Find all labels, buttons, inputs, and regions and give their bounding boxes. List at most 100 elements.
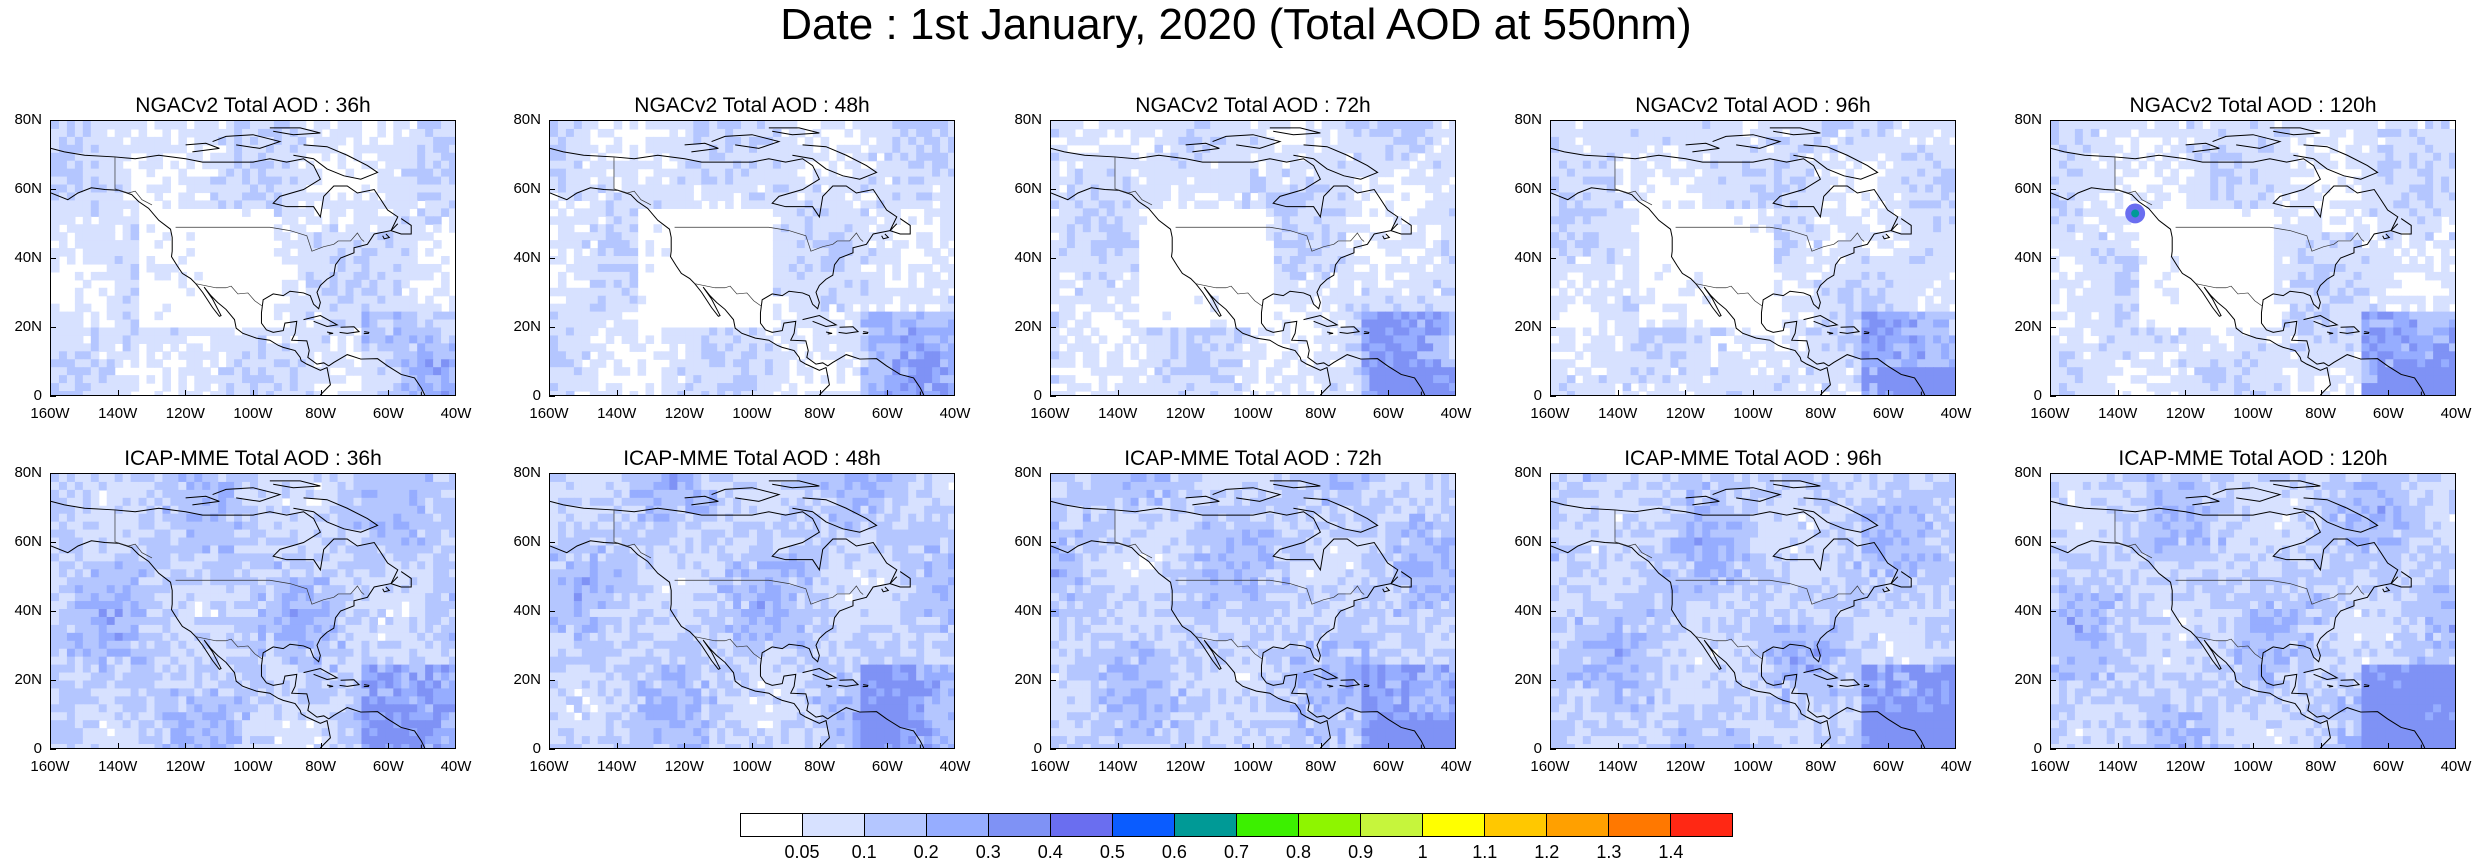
x-tick-mark: [253, 390, 254, 396]
y-tick-label: 60N: [1514, 180, 1542, 197]
panel-title: ICAP-MME Total AOD : 96h: [1624, 447, 1882, 470]
colorbar-swatch: [927, 814, 989, 836]
x-tick-mark: [1455, 390, 1456, 396]
x-tick-mark: [1685, 743, 1687, 749]
x-tick-label: 100W: [233, 758, 273, 775]
x-tick-mark: [2253, 743, 2254, 749]
x-tick-mark: [954, 743, 955, 749]
y-tick-label: 0: [532, 387, 541, 404]
x-tick-label: 140W: [1598, 405, 1638, 422]
x-tick-mark: [1050, 390, 1051, 396]
panel-title: ICAP-MME Total AOD : 72h: [1124, 447, 1382, 470]
x-tick-label: 140W: [1098, 758, 1138, 775]
x-tick-mark: [1888, 390, 1890, 396]
x-tick-label: 60W: [1872, 758, 1904, 775]
x-tick-label: 100W: [732, 758, 772, 775]
y-tick-label: 20N: [2014, 671, 2042, 688]
y-tick-mark: [1050, 189, 1056, 190]
colorbar-swatch: [1113, 814, 1175, 836]
map-panel: NGACv2 Total AOD : 72h 80N 60N 40N 20N 0 160W 1…: [1014, 92, 1471, 422]
colorbar-label: 0.9: [1348, 842, 1374, 862]
y-tick-label: 20N: [1514, 671, 1542, 688]
y-tick-label: 80N: [14, 464, 42, 481]
colorbar-swatch: [1547, 814, 1609, 836]
y-tick-mark: [50, 396, 56, 397]
colorbar-label: 1.2: [1534, 842, 1560, 862]
x-tick-mark: [50, 390, 51, 396]
map-panel: NGACv2 Total AOD : 48h 80N 60N 40N 20N 0 160W 1…: [513, 92, 970, 422]
x-tick-mark: [2050, 390, 2051, 396]
x-tick-mark: [616, 743, 618, 749]
y-tick-mark: [549, 680, 555, 681]
x-tick-mark: [455, 390, 456, 396]
y-tick-mark: [549, 258, 555, 259]
x-tick-label: 160W: [529, 758, 569, 775]
x-tick-mark: [1550, 743, 1551, 749]
colorbar-label: 0.6: [1161, 842, 1187, 862]
colorbar-label: 0.3: [975, 842, 1001, 862]
x-tick-mark: [1820, 743, 1822, 749]
x-tick-mark: [887, 390, 889, 396]
y-tick-mark: [50, 189, 56, 190]
y-tick-label: 40N: [2014, 249, 2042, 266]
x-tick-mark: [1550, 390, 1551, 396]
y-tick-mark: [1550, 189, 1556, 190]
map-panel: NGACv2 Total AOD : 96h 80N 60N 40N 20N 0 160W 1…: [1514, 92, 1971, 422]
y-tick-label: 0: [1533, 387, 1542, 404]
colorbar-label: 0.5: [1099, 842, 1125, 862]
y-tick-mark: [50, 611, 56, 612]
y-tick-label: 80N: [2014, 464, 2042, 481]
x-tick-label: 40W: [1440, 405, 1472, 422]
x-tick-mark: [1185, 743, 1187, 749]
x-tick-label: 120W: [1665, 758, 1705, 775]
x-tick-mark: [1955, 390, 1956, 396]
y-tick-label: 40N: [513, 602, 541, 619]
x-tick-label: 140W: [2098, 405, 2138, 422]
x-tick-mark: [2050, 743, 2051, 749]
map-panel: ICAP-MME Total AOD : 48h 80N 60N 40N 20N 0 160…: [513, 445, 970, 775]
x-tick-label: 120W: [2165, 758, 2205, 775]
x-tick-mark: [320, 390, 322, 396]
x-tick-label: 120W: [1665, 405, 1705, 422]
y-tick-label: 0: [2033, 387, 2042, 404]
x-tick-label: 60W: [1872, 405, 1904, 422]
x-tick-mark: [1253, 743, 1254, 749]
y-tick-mark: [1550, 611, 1556, 612]
x-tick-label: 120W: [664, 758, 704, 775]
y-tick-label: 80N: [1514, 111, 1542, 128]
x-tick-label: 160W: [30, 405, 70, 422]
x-tick-label: 80W: [305, 405, 337, 422]
y-tick-mark: [1550, 120, 1556, 121]
x-tick-mark: [549, 743, 550, 749]
colorbar-swatch: [1051, 814, 1113, 836]
y-tick-label: 80N: [1014, 111, 1042, 128]
y-tick-label: 20N: [14, 671, 42, 688]
y-tick-mark: [549, 396, 555, 397]
y-tick-mark: [1050, 749, 1056, 750]
colorbar-swatch: [1361, 814, 1423, 836]
x-tick-label: 160W: [30, 758, 70, 775]
x-tick-mark: [819, 390, 821, 396]
x-tick-label: 100W: [2233, 405, 2273, 422]
aod-map: [1050, 473, 1456, 749]
colorbar-label: 0.2: [913, 842, 939, 862]
y-tick-label: 60N: [513, 180, 541, 197]
y-tick-label: 80N: [1514, 464, 1542, 481]
y-tick-label: 20N: [513, 671, 541, 688]
x-tick-mark: [2455, 743, 2456, 749]
colorbar-label: 0.4: [1037, 842, 1063, 862]
y-tick-mark: [549, 327, 555, 328]
x-tick-label: 160W: [1030, 405, 1070, 422]
map-panel: ICAP-MME Total AOD : 72h 80N 60N 40N 20N 0 160…: [1014, 445, 1471, 775]
x-tick-mark: [1753, 743, 1754, 749]
x-tick-label: 80W: [1305, 405, 1337, 422]
x-tick-mark: [954, 390, 955, 396]
y-tick-mark: [1050, 258, 1056, 259]
y-tick-mark: [2050, 542, 2056, 543]
colorbar-swatch: [1671, 814, 1732, 836]
map-panel: NGACv2 Total AOD : 36h 80N 60N 40N 20N 0 160W 1…: [14, 92, 471, 422]
x-tick-mark: [819, 743, 821, 749]
x-tick-label: 60W: [871, 405, 903, 422]
y-tick-mark: [1050, 542, 1056, 543]
y-tick-mark: [549, 611, 555, 612]
